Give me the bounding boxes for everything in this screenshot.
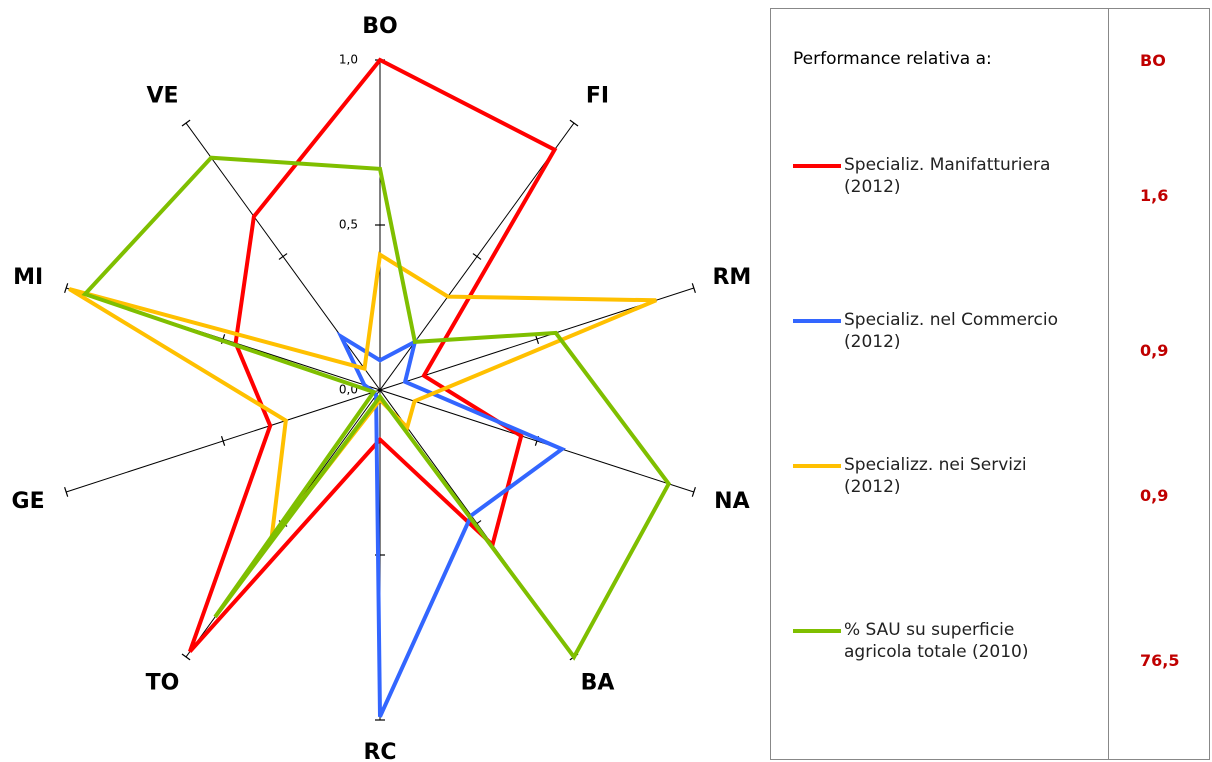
- table-value: 0,9: [1140, 486, 1169, 505]
- axis-label: RC: [363, 740, 396, 762]
- table-divider: [1108, 9, 1109, 759]
- legend-label: % SAU su superficie agricola totale (201…: [844, 620, 1029, 662]
- legend-column: BO: [1140, 51, 1166, 70]
- axis-label: BA: [581, 671, 615, 696]
- tick-mark: [64, 283, 69, 293]
- legend-swatch: [793, 164, 841, 168]
- table-value: 1,6: [1140, 186, 1169, 205]
- legend-entry: % SAU su superficie agricola totale (201…: [793, 619, 1093, 663]
- legend-title: Performance relativa a:: [793, 49, 992, 69]
- tick-mark: [472, 253, 482, 260]
- tick-mark: [691, 283, 696, 293]
- axis-label: TO: [146, 671, 180, 696]
- axis-label: MI: [13, 265, 43, 290]
- legend-entry: Specializ. nel Commercio (2012): [793, 309, 1093, 353]
- tick-mark: [220, 436, 226, 446]
- table-value: 0,9: [1140, 341, 1169, 360]
- axis-label: FI: [586, 83, 609, 108]
- tick-mark: [64, 487, 69, 497]
- series-line: [188, 57, 558, 653]
- axis-label: VE: [146, 83, 178, 108]
- legend-entry: Specializz. nei Servizi (2012): [793, 454, 1093, 498]
- series-line: [81, 155, 672, 661]
- axis-label: BO: [362, 14, 397, 39]
- legend-table: Performance relativa a: BO Specializ. Ma…: [770, 8, 1210, 760]
- tick-mark: [691, 487, 696, 497]
- axis-label: RM: [712, 265, 751, 290]
- legend-swatch: [793, 629, 841, 633]
- tick-mark: [278, 253, 288, 260]
- legend-label: Specializ. Manifatturiera (2012): [844, 155, 1051, 197]
- series-line: [68, 251, 657, 547]
- legend-entry: Specializ. Manifatturiera (2012): [793, 154, 1093, 198]
- table-value: 76,5: [1140, 651, 1180, 670]
- legend-swatch: [793, 464, 841, 468]
- tick-mark: [569, 119, 579, 127]
- axis-label: GE: [12, 489, 45, 514]
- tick-label: 0,5: [339, 218, 358, 232]
- legend-swatch: [793, 319, 841, 323]
- axis-label: NA: [714, 489, 749, 514]
- tick-mark: [181, 653, 191, 661]
- legend-label: Specializ. nel Commercio (2012): [844, 310, 1059, 352]
- legend-label: Specializz. nei Servizi (2012): [844, 455, 1027, 497]
- series-line: [336, 331, 567, 718]
- tick-mark: [181, 119, 191, 127]
- tick-label: 1,0: [339, 53, 358, 67]
